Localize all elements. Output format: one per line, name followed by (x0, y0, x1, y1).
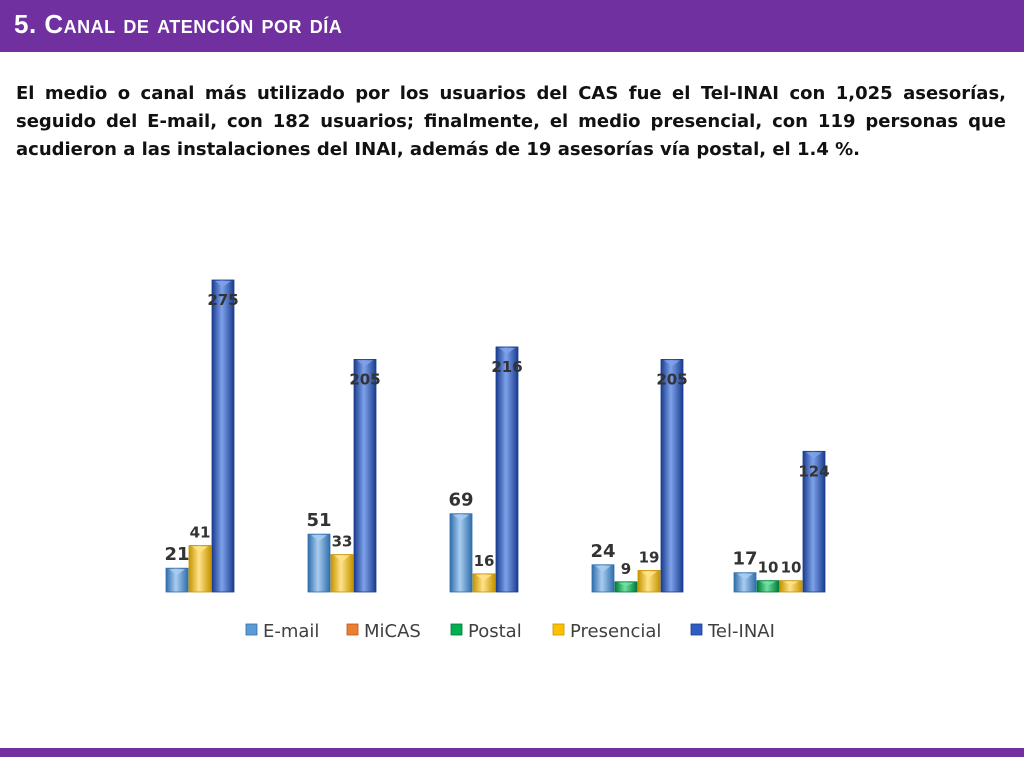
data-label: 124 (798, 462, 829, 480)
data-label: 10 (781, 559, 802, 577)
legend-label-postal: Postal (468, 621, 522, 642)
bar-bevel (476, 574, 492, 581)
data-label: 21 (164, 544, 189, 565)
data-label: 205 (349, 370, 380, 388)
legend-label-micas: MiCAS (364, 621, 421, 642)
bar-bevel (215, 281, 231, 287)
data-label: 51 (306, 510, 331, 531)
title-bar: 5. Canal de atención por día (0, 0, 1024, 52)
data-label: 10 (758, 559, 779, 577)
legend-label-tel-inai: Tel-INAI (707, 621, 775, 642)
data-label: 17 (732, 549, 757, 570)
bar-e-mail-1 (165, 567, 189, 593)
data-label: 205 (656, 370, 687, 388)
bar-tel-inai-2 (353, 359, 377, 593)
bar-e-mail-5 (733, 572, 757, 593)
bar-presencial-2 (330, 554, 354, 593)
bar-bevel (641, 571, 657, 578)
data-label: 19 (639, 548, 660, 566)
bar-tel-inai-1 (211, 279, 235, 593)
data-label: 69 (448, 490, 473, 511)
slide-title: 5. Canal de atención por día (14, 9, 343, 39)
bar-bevel (453, 514, 469, 521)
bottom-bar (0, 748, 1024, 757)
bar-e-mail-4 (591, 564, 615, 593)
legend-swatch-postal (450, 623, 463, 636)
data-label: 33 (332, 533, 353, 551)
legend-swatch-tel-inai (690, 623, 703, 636)
bar-bevel (737, 573, 753, 580)
bar-bevel (192, 546, 208, 553)
bar-e-mail-2 (307, 533, 331, 593)
bar-e-mail-3 (449, 513, 473, 593)
bar-presencial-5 (779, 580, 803, 593)
data-label: 16 (474, 552, 495, 570)
data-label: 275 (207, 291, 238, 309)
intro-paragraph: El medio o canal más utilizado por los u… (16, 83, 1006, 160)
bar-bevel (595, 565, 611, 572)
legend-swatch-micas (346, 623, 359, 636)
bar-bevel (664, 360, 680, 367)
bar-tel-inai-4 (660, 359, 684, 593)
data-label: 41 (190, 523, 211, 541)
bar-bevel (311, 535, 327, 542)
data-label: 24 (590, 541, 615, 562)
bar-bevel (806, 452, 822, 459)
bar-presencial-1 (188, 545, 212, 593)
bar-presencial-3 (472, 573, 496, 593)
bar-bevel (499, 347, 515, 354)
legend-swatch-e-mail (245, 623, 258, 636)
bar-presencial-4 (637, 570, 661, 593)
legend-swatch-presencial (552, 623, 565, 636)
bar-bevel (357, 360, 373, 367)
bar-bevel (760, 581, 776, 586)
data-label: 9 (621, 560, 631, 578)
legend-label-presencial: Presencial (570, 621, 661, 642)
bar-tel-inai-5 (802, 450, 826, 593)
legend-label-e-mail: E-mail (263, 621, 319, 642)
data-label: 216 (491, 358, 522, 376)
bar-tel-inai-3 (495, 346, 519, 593)
bar-bevel (618, 582, 634, 587)
bar-bevel (169, 569, 185, 576)
bar-postal-5 (756, 580, 780, 593)
bar-postal-4 (614, 581, 638, 593)
bar-bevel (334, 555, 350, 562)
bar-bevel (783, 581, 799, 586)
